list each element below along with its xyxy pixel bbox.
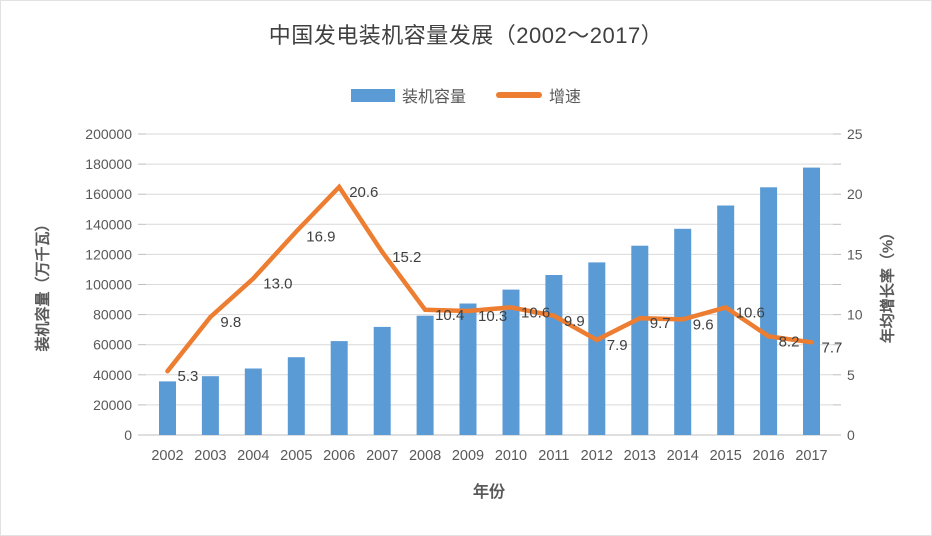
data-label-2007: 15.2 <box>392 249 421 266</box>
line-series-swatch-icon <box>496 92 542 98</box>
y-left-tick-label: 80000 <box>93 307 132 323</box>
x-tick-label-2011: 2011 <box>538 448 569 464</box>
data-label-2002: 5.3 <box>178 368 199 385</box>
y-right-tick-label: 15 <box>847 246 863 262</box>
legend: 装机容量 增速 <box>1 84 931 106</box>
x-tick-label-2004: 2004 <box>237 448 269 464</box>
data-label-2006: 20.6 <box>349 184 378 201</box>
x-tick-label-2010: 2010 <box>495 448 527 464</box>
x-tick-label-2009: 2009 <box>452 448 484 464</box>
bar-2017 <box>803 167 820 435</box>
data-label-2016: 8.2 <box>779 333 800 350</box>
bar-2012 <box>588 262 606 435</box>
y-left-tick-label: 180000 <box>85 156 132 172</box>
x-tick-label-2007: 2007 <box>366 448 398 464</box>
bar-2006 <box>330 341 348 435</box>
y-right-tick-label: 25 <box>847 126 863 142</box>
data-label-2010: 10.6 <box>521 304 550 321</box>
y-right-tick-label: 5 <box>847 367 855 383</box>
data-label-2012: 7.9 <box>607 337 628 354</box>
bar-2008 <box>416 315 434 435</box>
data-label-2008: 10.4 <box>435 307 464 324</box>
data-label-2017: 7.7 <box>822 339 843 356</box>
legend-label-capacity: 装机容量 <box>401 89 466 106</box>
bar-2010 <box>502 289 520 435</box>
bar-2003 <box>201 376 219 435</box>
y-left-tick-label: 200000 <box>85 126 132 142</box>
bars <box>159 167 820 435</box>
bar-2009 <box>459 303 477 435</box>
data-label-2003: 9.8 <box>220 314 241 331</box>
bar-2014 <box>674 228 692 435</box>
x-tick-label-2015: 2015 <box>710 448 742 464</box>
y-right-tick-label: 10 <box>847 307 863 323</box>
x-tick-label-2016: 2016 <box>752 448 784 464</box>
legend-item-capacity: 装机容量 <box>350 83 466 107</box>
data-label-2004: 13.0 <box>263 276 292 293</box>
y-axis-left: 0 20000 40000 60000 80000 100000 120000 140000 1… <box>85 126 146 443</box>
data-label-2009: 10.3 <box>478 308 507 325</box>
data-label-2014: 9.6 <box>693 316 714 333</box>
y-left-tick-label: 60000 <box>93 337 132 353</box>
y-left-tick-label: 100000 <box>85 277 132 293</box>
bar-2016 <box>760 187 778 435</box>
y-axis-right: 0 5 10 15 20 25 <box>833 126 863 443</box>
bar-2011 <box>545 275 563 435</box>
y-right-tick-label: 20 <box>847 186 863 202</box>
data-label-2011: 9.9 <box>564 313 585 330</box>
y-left-tick-label: 0 <box>124 427 132 443</box>
x-tick-label-2002: 2002 <box>151 448 183 464</box>
bar-2004 <box>244 368 262 435</box>
x-tick-label-2006: 2006 <box>323 448 355 464</box>
y-left-tick-label: 20000 <box>93 397 132 413</box>
data-label-2013: 9.7 <box>650 315 671 332</box>
x-tick-label-2003: 2003 <box>194 448 226 464</box>
x-tick-label-2014: 2014 <box>667 448 699 464</box>
bar-2002 <box>159 381 176 435</box>
line-data-labels: 5.3 9.8 13.0 16.9 20.6 15.2 10.4 10.3 10.6 9.9 7.9… <box>178 184 843 385</box>
chart-title: 中国发电装机容量发展（2002～2017） <box>268 23 664 48</box>
data-label-2015: 10.6 <box>736 304 765 321</box>
legend-item-growth: 增速 <box>496 83 581 107</box>
data-label-2005: 16.9 <box>306 229 335 246</box>
x-tick-label-2005: 2005 <box>280 448 312 464</box>
y-left-tick-label: 40000 <box>93 367 132 383</box>
bar-2013 <box>631 245 649 435</box>
x-tick-label-2012: 2012 <box>581 448 613 464</box>
bar-2005 <box>287 357 305 435</box>
growth-line <box>165 183 814 374</box>
bar-series-swatch-icon <box>350 88 395 102</box>
x-tick-label-2017: 2017 <box>795 448 827 464</box>
y-left-tick-label: 120000 <box>85 246 132 262</box>
x-axis-labels: 2002 2003 2004 2005 2006 2007 2008 2009 2010 2011… <box>151 448 827 464</box>
y-left-tick-label: 140000 <box>85 216 132 232</box>
x-axis-title: 年份 <box>472 484 506 501</box>
y-left-tick-label: 160000 <box>85 186 132 202</box>
bar-2007 <box>373 326 391 435</box>
x-tick-label-2013: 2013 <box>624 448 656 464</box>
bar-2015 <box>717 205 735 435</box>
x-tick-label-2008: 2008 <box>409 448 441 464</box>
legend-label-growth: 增速 <box>549 89 582 106</box>
y-right-tick-label: 0 <box>847 427 855 443</box>
